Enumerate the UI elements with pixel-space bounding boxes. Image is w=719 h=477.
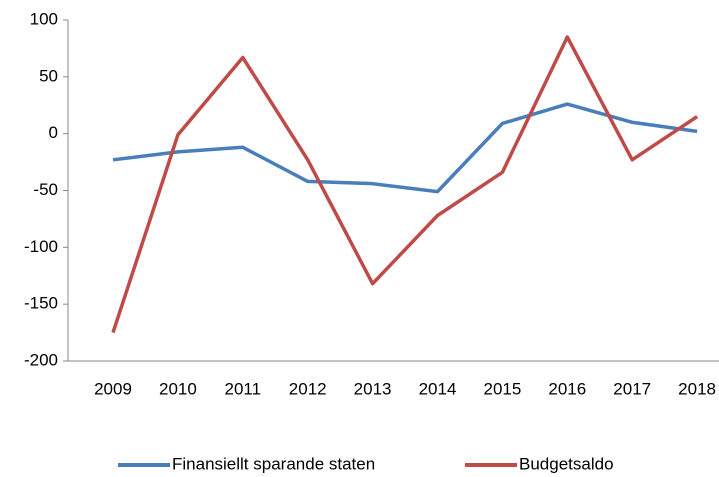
x-tick-label: 2013 bbox=[354, 379, 392, 398]
x-tick-label: 2016 bbox=[548, 379, 586, 398]
y-tick-label: 0 bbox=[49, 123, 58, 142]
y-tick-label: 100 bbox=[30, 9, 58, 28]
x-tick-label: 2010 bbox=[159, 379, 197, 398]
y-tick-label: -200 bbox=[24, 350, 58, 369]
x-tick-label: 2014 bbox=[419, 379, 457, 398]
x-tick-label: 2015 bbox=[483, 379, 521, 398]
x-tick-label: 2011 bbox=[225, 379, 262, 398]
legend-label: Finansiellt sparande staten bbox=[172, 454, 375, 473]
x-tick-label: 2017 bbox=[613, 379, 651, 398]
y-tick-label: -100 bbox=[24, 237, 58, 256]
x-tick-label: 2018 bbox=[678, 379, 716, 398]
series-line bbox=[111, 35, 699, 334]
y-tick-label: -150 bbox=[24, 294, 58, 313]
x-tick-label: 2009 bbox=[94, 379, 132, 398]
x-tick-label: 2012 bbox=[289, 379, 327, 398]
series-line bbox=[112, 102, 698, 194]
y-tick-label: 50 bbox=[39, 66, 58, 85]
legend-label: Budgetsaldo bbox=[519, 454, 614, 473]
y-tick-label: -50 bbox=[33, 180, 58, 199]
